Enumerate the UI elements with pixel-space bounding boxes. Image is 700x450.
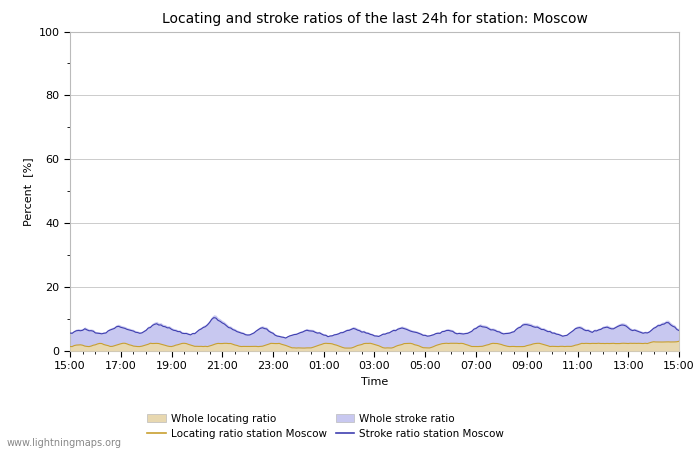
Y-axis label: Percent  [%]: Percent [%]	[23, 157, 33, 225]
X-axis label: Time: Time	[361, 377, 388, 387]
Text: www.lightningmaps.org: www.lightningmaps.org	[7, 438, 122, 448]
Title: Locating and stroke ratios of the last 24h for station: Moscow: Locating and stroke ratios of the last 2…	[162, 12, 587, 26]
Legend: Whole locating ratio, Locating ratio station Moscow, Whole stroke ratio, Stroke : Whole locating ratio, Locating ratio sta…	[147, 414, 504, 439]
